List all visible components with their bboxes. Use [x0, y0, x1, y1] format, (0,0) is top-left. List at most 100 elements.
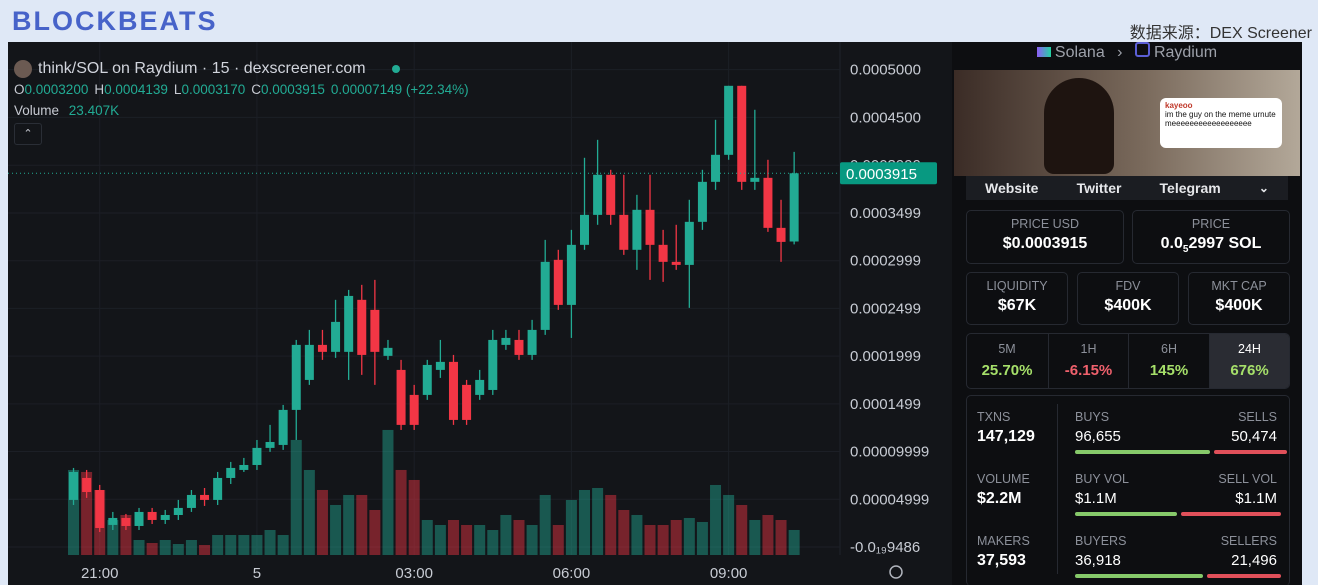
candle-body: [69, 471, 79, 500]
candle-body: [95, 489, 105, 528]
value: $0.0003915: [1002, 235, 1088, 252]
volume-bar: [461, 524, 473, 555]
candle-body: [409, 394, 419, 425]
ohlc-key: C: [251, 82, 262, 97]
candle-body: [527, 329, 537, 355]
metric-box: FDV $400K: [1077, 272, 1179, 325]
label: PRICE: [1191, 217, 1231, 231]
chain-row: Solana › Raydium: [952, 42, 1302, 70]
link-button[interactable]: Twitter: [1076, 180, 1122, 196]
ohlc-key: H: [94, 82, 105, 97]
volume-bar: [212, 534, 224, 555]
ohlc-value: 0.0003170: [181, 82, 246, 97]
volume-bar: [356, 494, 368, 555]
candle-body: [344, 295, 354, 352]
volume-bar: [369, 509, 381, 555]
volume-bar: [644, 524, 656, 555]
price-usd-box: PRICE USD $0.0003915: [966, 210, 1124, 264]
link-button[interactable]: Telegram: [1159, 180, 1221, 196]
x-tick-label: 03:00: [395, 565, 433, 582]
volume-bar: [81, 471, 93, 555]
volume-bar: [159, 539, 171, 555]
y-tick-label: 0.0003499: [850, 205, 921, 222]
candle-body: [200, 494, 210, 500]
candle-body: [396, 369, 406, 425]
volume-bar: [303, 469, 315, 555]
value: 0.052997 SOL: [1133, 235, 1289, 255]
x-tick-label: 5: [253, 565, 261, 582]
x-tick-label: 21:00: [81, 565, 119, 582]
y-tick-label: 0.00009999: [850, 444, 929, 461]
period-tab[interactable]: 1H -6.15%: [1047, 334, 1129, 388]
period-tab[interactable]: 24H 676%: [1208, 334, 1289, 388]
candle-body: [82, 477, 92, 492]
volume-bar: [657, 524, 669, 555]
solana-icon: [1036, 47, 1051, 57]
stat: BUYERS 36,918: [1075, 534, 1126, 569]
collapse-button[interactable]: ⌃: [14, 123, 42, 145]
sell-ratio-bar: [1207, 574, 1281, 578]
dex: Raydium: [1153, 44, 1218, 61]
rest: 2997 SOL: [1188, 235, 1262, 252]
value: $400K: [1104, 297, 1152, 314]
candle-body: [265, 441, 275, 448]
volume-bar: [749, 519, 761, 555]
candle-body: [540, 261, 550, 330]
info-panel: Solana › Raydium kayeoo im the guy on th…: [952, 42, 1302, 585]
candle-body: [645, 209, 655, 245]
candle-body: [737, 85, 747, 182]
prefix: 0.0: [1160, 235, 1183, 252]
candle-body: [488, 339, 498, 390]
value: $1.1M: [1235, 490, 1277, 507]
candle-body: [750, 177, 760, 182]
candle-body: [147, 511, 157, 520]
volume-bar: [579, 489, 591, 555]
candle-body: [317, 344, 327, 352]
candle-body: [475, 379, 485, 395]
subscript: 5: [1182, 244, 1189, 256]
candle-body: [435, 361, 445, 370]
label: BUYERS: [1075, 534, 1127, 548]
volume-bar: [447, 519, 459, 555]
volume-bar: [225, 534, 237, 555]
candle-body: [160, 515, 170, 520]
value: 676%: [1230, 362, 1269, 379]
label: PRICE USD: [1010, 217, 1080, 231]
settings-icon[interactable]: [889, 565, 903, 579]
volume-bar: [565, 499, 577, 555]
x-tick-label: 09:00: [710, 565, 748, 582]
label: BUY VOL: [1075, 472, 1129, 486]
link-row: Website Twitter Telegram ⌄: [966, 176, 1288, 200]
volume-bar: [552, 524, 564, 555]
label: TXNS: [977, 410, 1011, 424]
volume-bar: [618, 509, 630, 555]
ohlc-value: 0.0003915: [261, 82, 325, 97]
link-button[interactable]: Website: [985, 180, 1039, 196]
price-tag-label: 0.0003915: [846, 166, 917, 183]
volume-bar: [120, 514, 132, 555]
expand-icon[interactable]: ⌄: [1258, 181, 1269, 195]
ohlc-row: O0.0003200 H0.0004139 L0.0003170 C0.0003915…: [14, 82, 475, 97]
volume-bar: [68, 469, 80, 555]
value: $400K: [1215, 297, 1263, 314]
value: 147,129: [977, 428, 1035, 445]
volume-bar: [513, 519, 525, 555]
chart-title: think/SOL on Raydium · 15 · dexscreener.…: [38, 60, 366, 77]
volume-bar: [670, 519, 682, 555]
candle-body: [121, 517, 131, 526]
volume-bar: [395, 469, 407, 555]
volume-bar: [277, 534, 289, 555]
volume-value: 23.407K: [68, 103, 120, 118]
chart-header: think/SOL on Raydium · 15 · dexscreener.…: [14, 60, 475, 145]
chain: Solana: [1054, 44, 1105, 61]
period-tab[interactable]: 5M 25.70%: [967, 334, 1047, 388]
y-tick-label: 0.0001999: [850, 348, 921, 365]
candle-body: [593, 174, 603, 215]
volume-bar: [434, 524, 446, 555]
value: -6.15%: [1064, 362, 1113, 379]
label: VOLUME: [977, 472, 1030, 486]
volume-bar: [199, 544, 211, 555]
candle-body: [684, 221, 694, 265]
buy-ratio-bar: [1075, 512, 1177, 516]
period-tab[interactable]: 6H 145%: [1128, 334, 1209, 388]
